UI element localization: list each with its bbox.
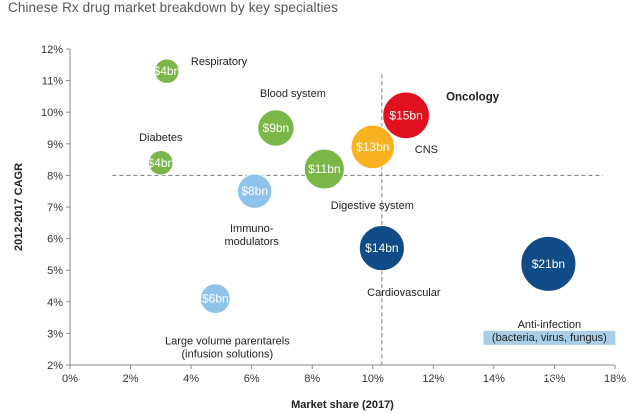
wechat-icon-secondary: [549, 382, 561, 394]
bubble-label-blood-system: Blood system: [260, 88, 326, 100]
x-tick-label: 2%: [123, 373, 139, 385]
y-tick-label: 6%: [47, 234, 63, 246]
wechat-icon: [540, 376, 556, 392]
bubble-immuno-modulators: [237, 173, 273, 209]
y-tick-label: 11%: [42, 76, 63, 88]
bubble-diabetes: [148, 149, 174, 176]
label-highlight-anti-infection: [483, 330, 616, 345]
x-tick-label: 4%: [183, 373, 199, 385]
x-tick-label: 14%: [483, 373, 505, 385]
watermark-text: 基因谷: [564, 377, 603, 392]
y-tick-label: 12%: [41, 44, 63, 56]
bubble-label-large-volume-parentarels: (infusion solutions): [181, 349, 273, 361]
bubble-cns: [350, 124, 396, 170]
bubble-label-anti-infection: Anti-infection: [518, 319, 582, 331]
bubble-oncology: [382, 91, 430, 140]
bubble-label-anti-infection: (bacteria, virus, fungus): [492, 332, 607, 344]
bubble-value-oncology: $15bn: [389, 108, 422, 122]
y-tick-label: 9%: [47, 139, 63, 151]
y-tick-label: 3%: [47, 328, 63, 340]
bubble-label-cns: CNS: [415, 144, 438, 156]
bubble-label-immuno-modulators: modulators: [224, 236, 279, 248]
y-tick-label: 10%: [41, 107, 63, 119]
y-tick-label: 7%: [47, 202, 63, 214]
y-axis-title: 2012-2017 CAGR: [13, 163, 25, 251]
bubble-label-respiratory: Respiratory: [191, 56, 248, 68]
bubble-label-digestive-system: Digestive system: [331, 200, 414, 212]
x-tick-label: 12%: [422, 373, 444, 385]
x-tick-label: 10%: [362, 373, 384, 385]
bubble-value-large-volume-parentarels: $6bn: [202, 292, 229, 306]
bubble-value-diabetes: $4bn: [147, 156, 174, 170]
x-tick-label: 6%: [244, 373, 260, 385]
bubble-value-cardiovascular: $14bn: [365, 241, 398, 255]
x-tick-label: 16%: [543, 373, 565, 385]
bubble-anti-infection: [520, 235, 577, 292]
bubble-value-cns: $13bn: [356, 140, 389, 154]
x-tick-label: 8%: [304, 373, 320, 385]
chart-title: Chinese Rx drug market breakdown by key …: [8, 0, 339, 15]
bubble-blood-system: [257, 109, 295, 147]
bubble-value-blood-system: $9bn: [263, 121, 290, 135]
y-tick-label: 4%: [47, 297, 63, 309]
bubble-cardiovascular: [358, 225, 405, 272]
bubble-label-oncology: Oncology: [446, 91, 500, 103]
x-tick-label: 0%: [62, 373, 78, 385]
bubble-value-digestive-system: $11bn: [308, 162, 340, 176]
x-axis-title: Market share (2017): [291, 399, 394, 411]
y-tick-label: 5%: [47, 265, 63, 277]
bubble-digestive-system: [303, 148, 345, 190]
bubble-label-immuno-modulators: Immuno-: [230, 223, 274, 235]
y-tick-label: 8%: [47, 170, 63, 182]
bubble-value-immuno-modulators: $8bn: [241, 184, 268, 198]
bubble-label-diabetes: Diabetes: [139, 132, 183, 144]
bubble-value-respiratory: $4bn: [154, 64, 181, 78]
x-tick-label: 18%: [604, 373, 626, 385]
bubble-respiratory: [154, 58, 180, 84]
bubble-value-anti-infection: $21bn: [532, 257, 565, 271]
bubble-label-large-volume-parentarels: Large volume parentarels: [165, 336, 290, 348]
bubble-label-cardiovascular: Cardiovascular: [367, 287, 441, 299]
y-tick-label: 2%: [47, 360, 63, 372]
bubble-large-volume-parentarels: [199, 283, 231, 315]
